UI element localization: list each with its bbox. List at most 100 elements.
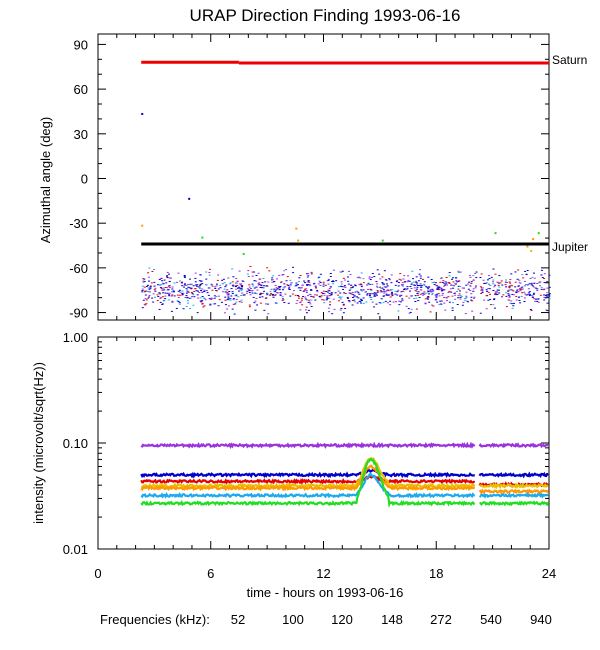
azimuth-point	[310, 295, 313, 297]
azimuth-point	[464, 313, 467, 315]
azimuth-point	[527, 292, 530, 294]
azimuth-point	[406, 286, 409, 288]
azimuth-point	[362, 297, 365, 299]
azimuth-point	[215, 283, 218, 285]
azimuth-point	[296, 295, 299, 297]
azimuth-point	[277, 286, 280, 288]
azimuth-point	[305, 288, 308, 290]
azimuth-point	[357, 276, 360, 278]
azimuth-point	[160, 284, 163, 286]
azimuth-point	[282, 299, 285, 301]
azimuth-point	[524, 270, 527, 272]
azimuth-point	[221, 291, 224, 293]
series-940-line	[140, 441, 476, 450]
azimuth-point	[280, 281, 283, 283]
azimuth-point	[274, 302, 277, 304]
azimuth-point	[539, 285, 542, 287]
azimuth-point	[362, 278, 365, 280]
azimuth-point	[415, 276, 418, 278]
azimuth-point	[423, 281, 426, 283]
azimuth-point	[445, 276, 448, 278]
azimuth-point	[187, 286, 190, 288]
azimuth-point	[194, 288, 197, 290]
azimuth-point	[507, 294, 510, 296]
azimuth-point	[528, 295, 531, 297]
azimuth-point	[540, 269, 543, 271]
azimuth-point	[440, 277, 443, 279]
azimuth-point	[401, 284, 404, 286]
azimuth-point	[269, 290, 272, 292]
azimuth-point	[527, 293, 530, 295]
azimuth-point	[305, 312, 308, 314]
azimuth-point	[424, 302, 427, 304]
azimuth-point	[170, 310, 173, 312]
azimuth-point	[144, 298, 147, 300]
azimuth-point	[526, 270, 529, 272]
azimuth-point	[453, 285, 456, 287]
azimuth-point	[167, 285, 170, 287]
azimuth-point	[260, 285, 263, 287]
azimuth-point	[327, 307, 330, 309]
azimuth-point	[231, 281, 234, 283]
azimuth-outlier-point	[532, 238, 535, 241]
azimuth-point	[245, 292, 248, 294]
azimuth-point	[201, 283, 204, 285]
azimuth-point	[199, 285, 202, 287]
azimuth-point	[505, 279, 508, 281]
azimuth-point	[510, 284, 513, 286]
azimuth-point	[419, 283, 422, 285]
azimuth-point	[480, 273, 483, 275]
azimuth-point	[219, 287, 222, 289]
azimuth-point	[354, 291, 357, 293]
azimuth-point	[348, 289, 351, 291]
azimuth-point	[307, 273, 310, 275]
azimuth-point	[154, 296, 157, 298]
azimuth-point	[443, 302, 446, 304]
azimuth-point	[462, 287, 465, 289]
azimuth-point	[151, 271, 154, 273]
azimuth-point	[465, 296, 468, 298]
azimuth-point	[266, 294, 269, 296]
azimuth-point	[375, 281, 378, 283]
azimuth-point	[517, 297, 520, 299]
azimuth-point	[383, 290, 386, 292]
azimuth-point	[526, 284, 529, 286]
azimuth-point	[143, 278, 146, 280]
azimuth-point	[273, 291, 276, 293]
azimuth-point	[288, 286, 291, 288]
azimuth-point	[291, 293, 294, 295]
azimuth-point	[333, 308, 336, 310]
azimuth-point	[362, 282, 365, 284]
azimuth-point	[224, 299, 227, 301]
azimuth-point	[181, 281, 184, 283]
azimuth-point	[467, 283, 470, 285]
azimuth-point	[410, 282, 413, 284]
azimuth-point	[349, 292, 352, 294]
azimuth-point	[347, 300, 350, 302]
azimuth-point	[444, 284, 447, 286]
azimuth-point	[411, 270, 414, 272]
azimuth-point	[409, 285, 412, 287]
azimuth-point	[145, 285, 148, 287]
azimuth-point	[216, 279, 219, 281]
azimuth-point	[451, 307, 454, 309]
azimuth-point	[240, 294, 243, 296]
azimuth-point	[475, 271, 478, 273]
azimuth-point	[153, 285, 156, 287]
azimuth-point	[143, 281, 146, 283]
azimuth-point	[366, 294, 369, 296]
azimuth-point	[514, 286, 517, 288]
azimuth-point	[340, 283, 343, 285]
azimuth-point	[438, 289, 441, 291]
azimuth-point	[148, 280, 151, 282]
azimuth-point	[205, 290, 208, 292]
azimuth-point	[530, 309, 533, 311]
azimuth-point	[141, 288, 144, 290]
azimuth-point	[352, 286, 355, 288]
azimuth-point	[533, 283, 536, 285]
azimuth-point	[396, 294, 399, 296]
azimuth-point	[172, 289, 175, 291]
azimuth-point	[494, 291, 497, 293]
azimuth-outlier-point	[494, 232, 497, 235]
azimuth-point	[497, 284, 500, 286]
